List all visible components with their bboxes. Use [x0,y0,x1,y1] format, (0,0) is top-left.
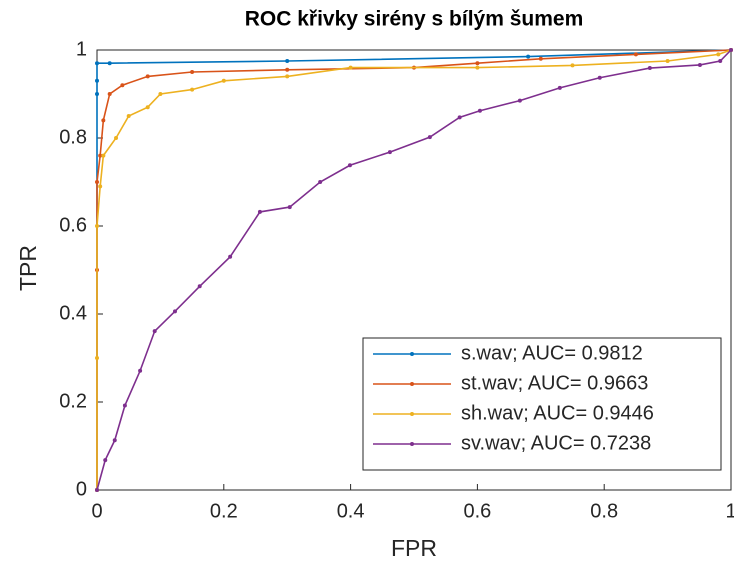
point [538,56,543,61]
point [152,329,157,334]
point [172,309,177,314]
point [101,153,106,158]
legend-label: s.wav; AUC= 0.9812 [461,342,643,364]
y-tick-label: 0.2 [59,390,87,412]
point [101,118,106,123]
point [517,98,522,103]
point [697,62,702,67]
x-axis-label: FPR [391,535,437,561]
x-tick-label: 0.8 [590,500,618,522]
point [103,458,108,463]
point [114,136,119,140]
y-tick-label: 0.4 [59,302,87,324]
point [95,61,99,66]
point [348,65,353,70]
legend-label: st.wav; AUC= 0.9663 [461,372,648,394]
point [197,284,202,289]
point [347,163,352,168]
point [145,105,150,110]
point [285,74,290,79]
y-axis-label: TPR [15,245,41,291]
point [98,184,103,189]
y-tick-label: 0 [76,478,87,500]
point [477,108,482,113]
point [122,403,127,408]
point [665,59,670,63]
point [95,488,99,492]
point [190,87,195,92]
line [96,49,732,490]
point [95,180,99,184]
y-tick-label: 0.8 [59,126,87,148]
line [96,49,732,491]
point [158,92,163,96]
point [95,78,99,83]
point [718,59,723,63]
point [98,153,103,158]
point [228,254,233,259]
point [145,74,150,79]
point [95,92,99,96]
point [570,63,575,68]
legend-label: sv.wav; AUC= 0.7238 [461,432,651,454]
point [427,135,432,140]
point [138,368,143,373]
point [285,59,290,63]
point [457,115,462,120]
point [257,209,262,214]
y-tick-label: 0.6 [59,214,87,236]
point [387,150,392,155]
point [120,83,125,88]
point [107,61,112,66]
x-tick-label: 0.6 [463,500,491,522]
point [557,85,562,90]
legend-marker [410,442,414,446]
point [112,438,117,443]
x-tick-label: 0 [91,500,102,522]
point [526,54,531,59]
point [285,67,290,72]
chart-title: ROC křivky sirény s bílým šumem [245,8,584,31]
point [190,70,195,74]
point [729,48,733,52]
x-tick-label: 0.2 [210,500,238,522]
x-tick-label: 0.4 [337,500,365,522]
y-tick-label: 1 [76,38,87,60]
legend-marker [410,352,414,356]
legend-box [362,337,722,471]
point [475,61,480,66]
point [318,180,323,184]
point [597,75,602,80]
point [126,114,131,118]
point [221,78,226,83]
legend-marker [410,382,414,386]
legend-marker [410,412,414,416]
point [647,66,652,71]
legend-label: sh.wav; AUC= 0.9446 [461,402,654,424]
line [96,49,732,490]
x-tick-label: 1 [725,500,734,522]
point [633,52,638,57]
point [95,356,99,360]
point [475,65,480,70]
point [287,205,292,210]
point [716,52,721,57]
point [95,224,99,228]
point [107,92,112,96]
